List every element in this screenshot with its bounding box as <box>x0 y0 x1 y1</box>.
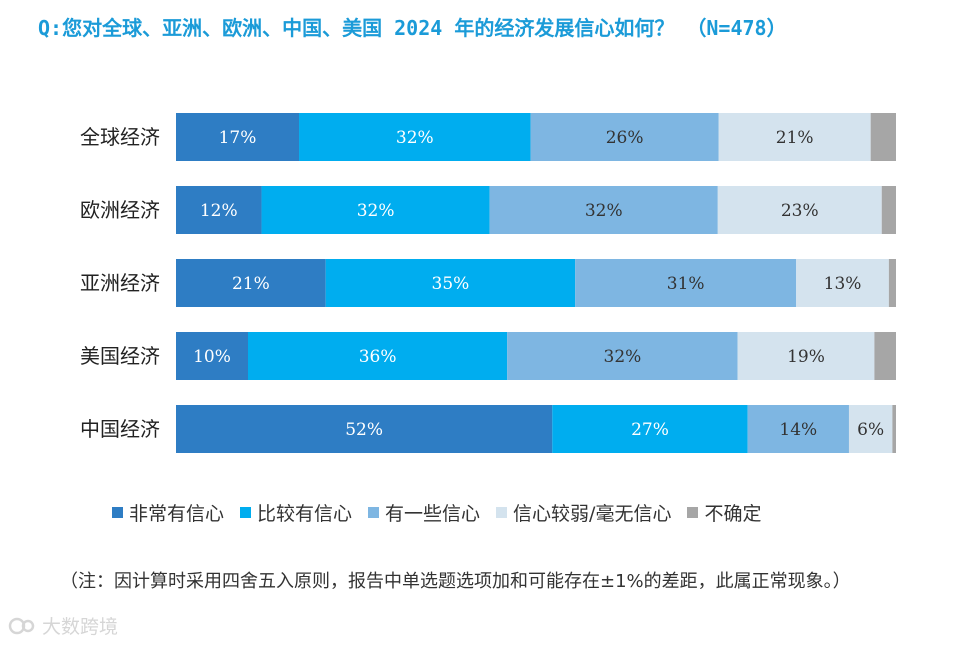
data-label: 36% <box>359 347 397 367</box>
legend: 非常有信心 比较有信心 有一些信心 信心较弱/毫无信心 不确定 <box>112 499 777 526</box>
stacked-bar-chart: 17% 32% 26% 21% 12% 32% 32% 23% 21% 35% 31% 13% 10% 3… <box>80 113 896 453</box>
bar-segment <box>248 332 508 380</box>
bars-group: 17% 32% 26% 21% 12% 32% 32% 23% 21% 35% 31% 13% 10% 3… <box>176 113 896 453</box>
watermark-text: 大数跨境 <box>42 616 119 638</box>
bar-segment <box>575 259 797 307</box>
bar-segment <box>176 113 300 161</box>
legend-item: 信心较弱/毫无信心 <box>496 499 671 526</box>
bar-segment <box>176 405 553 453</box>
legend-item: 非常有信心 <box>112 499 224 526</box>
category-label: 美国经济 <box>80 344 160 368</box>
bar-segment <box>325 259 576 307</box>
legend-swatch <box>687 507 699 518</box>
bar-segment <box>176 332 248 380</box>
category-label: 全球经济 <box>80 125 160 149</box>
data-label: 32% <box>604 347 642 367</box>
bar-segment <box>718 113 871 161</box>
legend-label: 信心较弱/毫无信心 <box>513 503 672 525</box>
bar-segment <box>299 113 531 161</box>
legend-label: 不确定 <box>704 503 762 525</box>
bar-segment <box>888 259 896 307</box>
data-label: 52% <box>345 420 383 440</box>
data-label: 23% <box>781 201 819 221</box>
bar-segment <box>176 186 262 234</box>
bar-segment <box>737 332 875 380</box>
legend-item: 有一些信心 <box>368 499 480 526</box>
data-label: 14% <box>779 420 817 440</box>
bar-segment <box>552 405 748 453</box>
bar-segment <box>176 259 326 307</box>
data-label: 10% <box>193 347 231 367</box>
data-label: 26% <box>606 128 644 148</box>
category-label: 中国经济 <box>80 417 160 441</box>
legend-swatch <box>112 507 123 518</box>
legend-swatch <box>368 507 380 518</box>
data-label: 21% <box>232 274 270 294</box>
bar-segment <box>747 405 849 453</box>
category-label: 欧洲经济 <box>80 198 160 222</box>
bar-segment <box>796 259 889 307</box>
bar-segment <box>892 405 896 453</box>
data-label: 32% <box>396 128 434 148</box>
watermark-logo-icon <box>8 617 35 634</box>
bar-segment <box>489 186 718 234</box>
footnote: （注：因计算时采用四舍五入原则，报告中单选题选项加和可能存在±1%的差距，此属正… <box>60 571 851 592</box>
data-label: 13% <box>824 274 862 294</box>
legend-label: 非常有信心 <box>129 503 225 525</box>
category-label: 亚洲经济 <box>80 271 160 295</box>
chart-title: Q:您对全球、亚洲、欧洲、中国、美国 2024 年的经济发展信心如何？ （N=4… <box>38 16 787 40</box>
bar-segment <box>507 332 738 380</box>
watermark: 大数跨境 <box>8 612 118 639</box>
data-label: 31% <box>667 274 705 294</box>
bar-segment <box>870 113 896 161</box>
data-label: 21% <box>776 128 814 148</box>
data-label: 12% <box>200 201 238 221</box>
data-label: 32% <box>357 201 395 221</box>
bar-segment <box>881 186 896 234</box>
bar-segment <box>717 186 882 234</box>
data-label: 35% <box>432 274 470 294</box>
bar-segment <box>874 332 896 380</box>
legend-label: 有一些信心 <box>385 503 481 525</box>
bar-segment <box>848 405 893 453</box>
data-label: 17% <box>219 128 257 148</box>
legend-swatch <box>240 507 252 518</box>
data-label: 6% <box>857 420 884 440</box>
bar-segment <box>530 113 719 161</box>
legend-label: 比较有信心 <box>257 503 353 525</box>
legend-item: 比较有信心 <box>240 499 352 526</box>
legend-swatch <box>496 507 508 518</box>
legend-item: 不确定 <box>687 499 761 526</box>
data-label: 32% <box>585 201 623 221</box>
data-label: 19% <box>787 347 825 367</box>
data-label: 27% <box>631 420 669 440</box>
bar-segment <box>261 186 490 234</box>
